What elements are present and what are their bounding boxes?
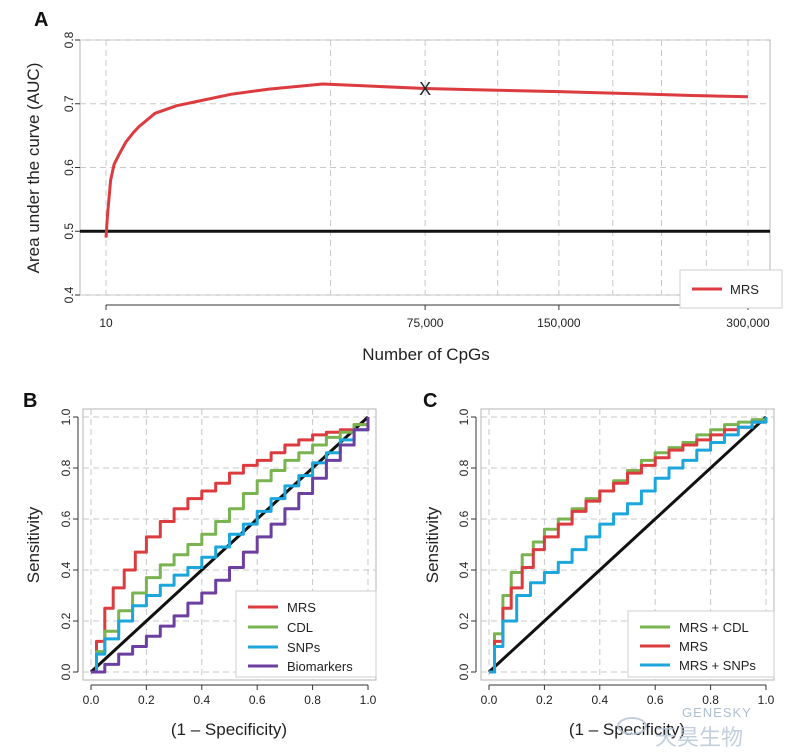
- panel-b-letter: B: [23, 390, 37, 412]
- y-tick-label: 0.4: [59, 561, 73, 578]
- panel-a-x-tick-label: 10: [99, 316, 113, 330]
- legend-label-mrs-snps: MRS + SNPs: [679, 658, 756, 673]
- panel-a-y-axis-label: Area under the curve (AUC): [24, 63, 43, 274]
- y-tick-label: 0.8: [457, 459, 471, 476]
- panel-b-ticks: 0.0 0.0 0.2 0.2 0.4 0.4 0.6 0.6 0.8 0.8 1.0 1.0: [59, 408, 376, 707]
- panel-c-ticks: 0.0 0.0 0.2 0.2 0.4 0.4 0.6 0.6 0.8 0.8 1.0 1.0: [457, 408, 774, 707]
- watermark-logo: [617, 717, 647, 735]
- y-tick-label: 0.0: [59, 663, 73, 680]
- y-tick-label: 0.6: [457, 510, 471, 527]
- panel-a-y-tick-label: 0.5: [62, 223, 76, 240]
- panel-a-annotation-x: X: [419, 79, 431, 99]
- panel-c-plot-frame: [480, 408, 775, 681]
- series-line-mrs: [104, 82, 749, 238]
- legend-label-mrs: MRS: [730, 282, 759, 297]
- y-tick-label: 1.0: [457, 408, 471, 425]
- legend-label-mrs-cdl: MRS + CDL: [679, 620, 749, 635]
- x-tick-label: 0.4: [591, 693, 608, 707]
- watermark-brand: GENESKY: [682, 705, 752, 720]
- panel-b-y-axis-label: Sensitivity: [24, 506, 43, 583]
- legend-label-biomarkers: Biomarkers: [287, 659, 353, 674]
- y-tick-label: 0.4: [457, 561, 471, 578]
- x-tick-label: 1.0: [758, 693, 775, 707]
- panel-a-x-axis-label: Number of CpGs: [362, 345, 490, 364]
- x-tick-label: 1.0: [360, 693, 377, 707]
- panel-c-y-axis-label: Sensitivity: [423, 506, 442, 583]
- series-line-mrs: [91, 417, 370, 674]
- panel-c-legend: MRS + CDL MRS MRS + SNPs: [627, 610, 775, 678]
- panel-b-x-axis-label: (1 – Specificity): [171, 720, 287, 739]
- panel-c-letter: C: [423, 390, 437, 412]
- y-tick-label: 0.2: [59, 612, 73, 629]
- panel-a-y-ticks: 0.4 0.5 0.6 0.7 0.8: [62, 31, 80, 303]
- panel-a-y-tick-label: 0.7: [62, 95, 76, 112]
- x-tick-label: 0.4: [193, 693, 210, 707]
- series-line-mrs: [489, 417, 768, 674]
- y-tick-label: 0.2: [457, 612, 471, 629]
- x-tick-label: 0.2: [138, 693, 155, 707]
- y-tick-label: 0.8: [59, 459, 73, 476]
- series-line-biomarkers: [91, 417, 370, 674]
- panel-a-letter: A: [34, 9, 48, 31]
- panel-c: C 0.0 0.0 0.2 0.2 0.4 0.4 0.6 0.6 0.8 0.8 1.0 1.0 (…: [423, 390, 775, 739]
- panel-a-x-tick-label: 150,000: [537, 316, 581, 330]
- series-line-mrs-snps: [489, 417, 768, 674]
- panel-a-y-tick-label: 0.8: [62, 31, 76, 48]
- panel-a-legend: MRS: [679, 269, 783, 309]
- panel-b-series: [91, 417, 370, 674]
- y-tick-label: 0.6: [59, 510, 73, 527]
- x-tick-label: 0.6: [249, 693, 266, 707]
- watermark-brand-cn: 天昊生物: [655, 726, 743, 751]
- legend-label-cdl: CDL: [287, 620, 313, 635]
- panel-c-diagonal-reference: [487, 415, 768, 674]
- panel-a-grid: [80, 39, 770, 296]
- x-tick-label: 0.0: [481, 693, 498, 707]
- y-tick-label: 0.0: [457, 663, 471, 680]
- panel-c-x-axis-label: (1 – Specificity): [569, 720, 685, 739]
- x-tick-label: 0.8: [304, 693, 321, 707]
- legend-label-mrs: MRS: [287, 600, 316, 615]
- panel-c-series: [489, 417, 768, 674]
- panel-a-y-tick-label: 0.4: [62, 286, 76, 303]
- x-tick-label: 0.8: [702, 693, 719, 707]
- panel-b-legend: MRS CDL SNPs Biomarkers: [235, 590, 377, 678]
- x-tick-label: 0.6: [647, 693, 664, 707]
- panel-a-x-ticks: 10 75,000 150,000 300,000: [99, 304, 770, 330]
- panel-a-x-tick-label: 75,000: [407, 316, 444, 330]
- panel-a-y-tick-label: 0.6: [62, 159, 76, 176]
- panel-b-plot-frame: [82, 408, 377, 681]
- panel-a: A 0.4 0.5 0.6 0.7 0.8 10 75,000 150,000 300,000…: [24, 9, 783, 364]
- legend-label-snps: SNPs: [287, 640, 321, 655]
- x-tick-label: 0.0: [83, 693, 100, 707]
- panel-b-legend-box: [235, 590, 377, 678]
- watermark: GENESKY 天昊生物: [617, 705, 752, 751]
- panel-b: B 0.0 0.0 0.2 0.2 0.4 0.4 0.6 0.6 0.8 0.8 1.0 1.0 (…: [23, 390, 377, 739]
- x-tick-label: 0.2: [536, 693, 553, 707]
- panel-a-x-tick-label: 300,000: [726, 316, 770, 330]
- panel-a-series: [104, 82, 749, 238]
- legend-label-mrs: MRS: [679, 639, 708, 654]
- y-tick-label: 1.0: [59, 408, 73, 425]
